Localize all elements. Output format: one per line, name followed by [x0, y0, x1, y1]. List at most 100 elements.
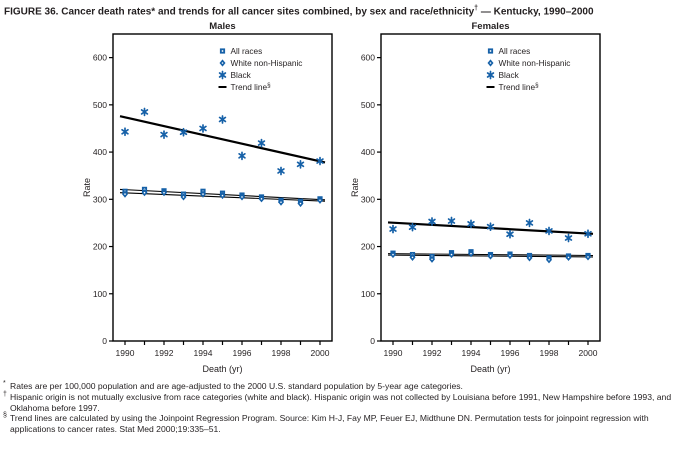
data-point-asterisk	[467, 219, 475, 229]
data-point-diamond-dot	[392, 254, 394, 256]
x-axis-label: Death (yr)	[470, 364, 510, 374]
figure-title-suffix: — Kentucky, 1990–2000	[478, 6, 594, 18]
data-point-diamond-dot	[202, 193, 204, 196]
data-point-diamond-dot	[241, 196, 243, 199]
data-point-diamond-dot	[528, 257, 531, 260]
y-axis-label: Rate	[82, 178, 92, 197]
data-point-diamond-dot	[182, 196, 185, 199]
males-chart: Males 0 100 200 300 400 500 600 Rate 1990 1992 1994…	[82, 21, 333, 374]
data-point-diamond-dot	[567, 256, 570, 259]
footnote-trend-lines: § Trend lines are calculated by using the…	[2, 412, 682, 434]
footnotes: * Rates are per 100,000 population and ar…	[0, 378, 685, 434]
data-point-asterisk	[121, 127, 129, 137]
footnote-rates-symbol: *	[3, 380, 6, 388]
data-point-asterisk	[447, 217, 456, 226]
x-tick-label: 1994	[462, 348, 481, 358]
x-tick-label: 1998	[272, 348, 291, 358]
x-tick-label: 2000	[579, 348, 598, 358]
charts-row: Males 0 100 200 300 400 500 600 Rate 1990 1992 1994…	[0, 18, 685, 378]
data-point-diamond-dot	[280, 201, 282, 204]
footnote-hispanic-origin: † Hispanic origin is not mutually exclusi…	[2, 390, 682, 413]
data-point-asterisk	[525, 218, 534, 228]
y-tick-label: 500	[93, 100, 107, 110]
footnote-hispanic-symbol: †	[3, 390, 7, 398]
x-tick-label: 1990	[384, 348, 403, 358]
x-tick-label: 1990	[116, 348, 135, 358]
y-tick-label: 500	[361, 100, 375, 110]
legend-marker-diamond-dot	[221, 62, 224, 65]
figure-title-text: FIGURE 36. Cancer death rates* and trend…	[4, 6, 475, 18]
y-tick-label: 100	[93, 289, 107, 299]
legend-label: All races	[499, 46, 531, 56]
footnote-rates: * Rates are per 100,000 population and ar…	[2, 380, 682, 392]
data-point-diamond-dot	[163, 192, 165, 194]
legend-marker-asterisk	[218, 70, 227, 80]
figure-title: FIGURE 36. Cancer death rates* and trend…	[0, 0, 685, 17]
females-chart: Females 0 100 200 300 400 500 600 Rate 1990 1992 19…	[350, 21, 601, 374]
data-point-asterisk	[218, 115, 227, 125]
data-point-diamond-dot	[587, 256, 589, 259]
legend-label: White non-Hispanic	[499, 58, 571, 68]
legend-marker-diamond-dot	[489, 62, 492, 65]
data-point-asterisk	[160, 130, 168, 140]
data-point-asterisk	[199, 124, 207, 134]
legend-marker-square-dot	[489, 50, 492, 53]
figure-title-dagger: †	[474, 5, 479, 12]
y-tick-label: 600	[361, 53, 375, 63]
data-point-diamond-dot	[450, 254, 453, 256]
x-tick-label: 1996	[501, 348, 520, 358]
y-tick-label: 400	[361, 147, 375, 157]
x-tick-label: 1998	[540, 348, 559, 358]
data-point-diamond-dot	[548, 259, 550, 261]
legend-label-trend: Trend line§	[231, 82, 272, 92]
data-point-diamond-dot	[431, 258, 433, 261]
data-point-asterisk	[506, 230, 514, 239]
chart-title: Males	[209, 21, 235, 32]
x-tick-label: 1996	[233, 348, 252, 358]
data-point-asterisk	[179, 128, 188, 137]
y-tick-label: 0	[102, 336, 107, 346]
data-point-asterisk	[296, 160, 305, 170]
y-tick-label: 300	[93, 195, 107, 205]
footnote-trend-text: Trend lines are calculated by using the …	[10, 413, 649, 434]
legend-label: Black	[499, 70, 520, 80]
legend-label: Black	[231, 70, 252, 80]
legend-label: All races	[231, 46, 263, 56]
data-point-asterisk	[277, 166, 285, 176]
legend-trend-sup: §	[267, 82, 271, 89]
footnote-hispanic-text: Hispanic origin is not mutually exclusiv…	[10, 391, 672, 413]
legend-label-trend: Trend line§	[499, 82, 540, 92]
data-point-diamond-dot	[143, 192, 146, 194]
data-point-diamond-dot	[221, 195, 224, 197]
data-point-diamond-dot	[411, 256, 414, 259]
x-tick-label: 1992	[423, 348, 442, 358]
data-point-asterisk	[584, 229, 592, 239]
trend-line	[119, 115, 326, 164]
legend-label: White non-Hispanic	[231, 58, 303, 68]
plot-box	[380, 33, 601, 343]
data-point-asterisk	[486, 222, 495, 232]
data-point-asterisk	[428, 217, 436, 227]
data-point-diamond-dot	[299, 203, 302, 205]
y-tick-label: 300	[361, 195, 375, 205]
data-point-asterisk	[408, 223, 417, 232]
x-axis-label: Death (yr)	[202, 364, 242, 374]
x-tick-label: 1992	[155, 348, 174, 358]
x-tick-label: 1994	[194, 348, 213, 358]
y-tick-label: 600	[93, 53, 107, 63]
y-tick-label: 200	[361, 242, 375, 252]
y-tick-label: 200	[93, 242, 107, 252]
data-point-asterisk	[140, 107, 149, 117]
data-point-asterisk	[545, 226, 553, 236]
data-point-diamond-dot	[489, 255, 492, 258]
data-point-asterisk	[564, 234, 573, 243]
legend-trend-sup: §	[535, 82, 539, 89]
data-point-asterisk	[389, 225, 397, 234]
data-point-diamond-dot	[470, 253, 472, 255]
data-point-diamond-dot	[124, 193, 126, 196]
y-tick-label: 400	[93, 147, 107, 157]
y-axis-label: Rate	[350, 178, 360, 197]
data-point-diamond-dot	[509, 255, 511, 257]
footnote-trend-symbol: §	[3, 412, 7, 420]
figure-page: FIGURE 36. Cancer death rates* and trend…	[0, 0, 685, 434]
